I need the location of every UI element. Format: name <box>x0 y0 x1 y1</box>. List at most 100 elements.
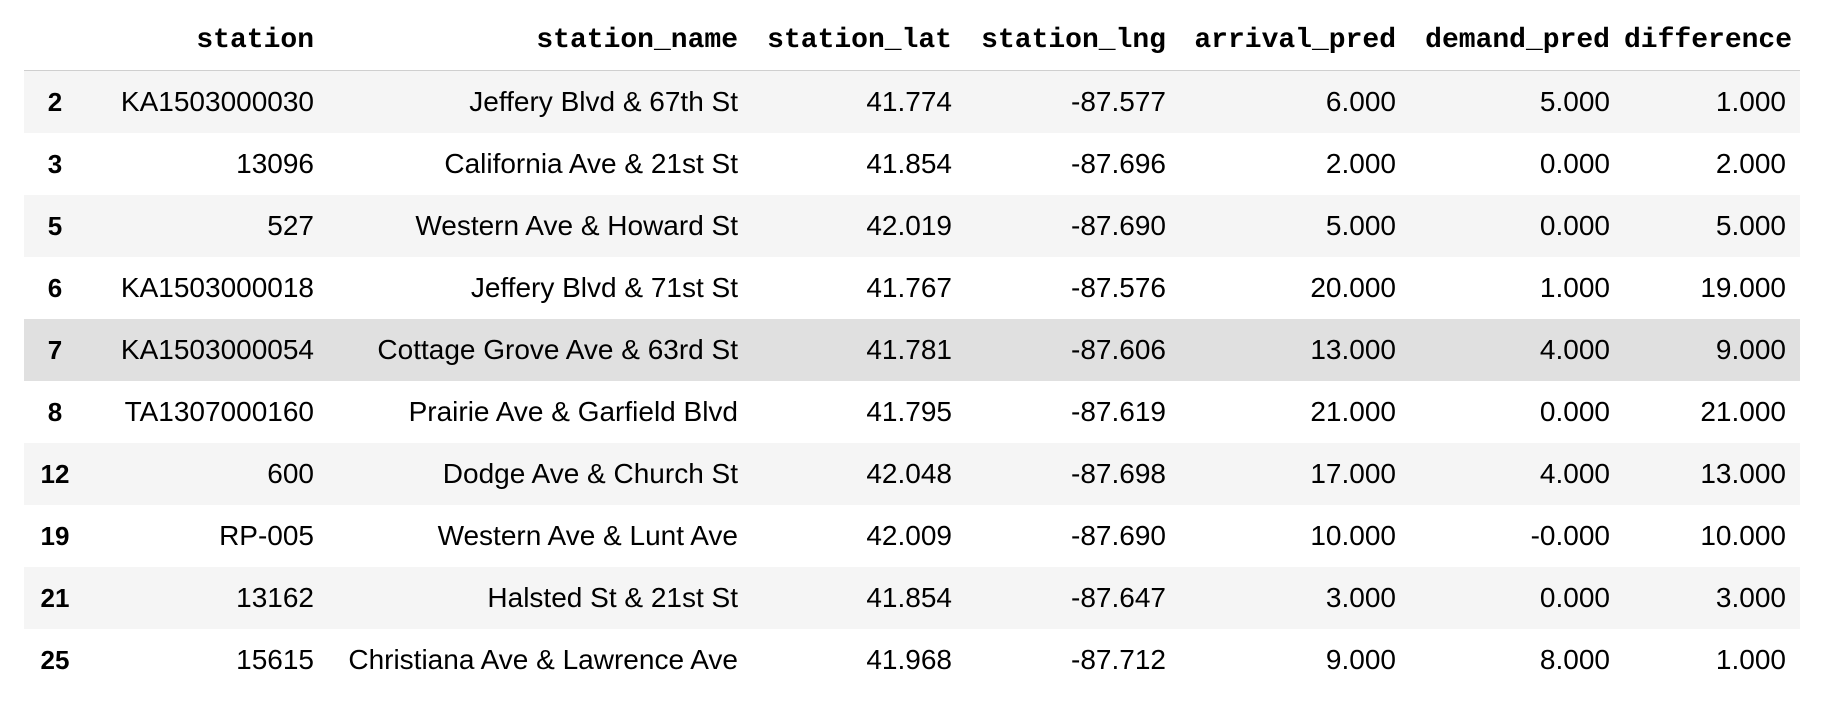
cell-station-lng: -87.712 <box>1071 644 1166 675</box>
cell-station-lng: -87.696 <box>1071 148 1166 179</box>
column-header-station-lat: station_lat <box>752 10 966 71</box>
cell-station: 527 <box>267 210 314 241</box>
row-index: 6 <box>47 272 63 303</box>
cell-station: 13096 <box>236 148 314 179</box>
table-row: 8 TA1307000160 Prairie Ave & Garfield Bl… <box>24 381 1800 443</box>
cell-station-lat: 42.009 <box>866 520 952 551</box>
cell-station: 13162 <box>236 582 314 613</box>
cell-station-lat: 42.019 <box>866 210 952 241</box>
cell-difference: 2.000 <box>1715 148 1786 179</box>
row-index: 7 <box>47 334 63 365</box>
cell-station: KA1503000054 <box>120 334 314 365</box>
header-row: station station_name station_lat station… <box>24 10 1800 71</box>
cell-arrival-pred: 17.000 <box>1310 458 1396 489</box>
cell-arrival-pred: 10.000 <box>1310 520 1396 551</box>
cell-arrival-pred: 5.000 <box>1325 210 1396 241</box>
cell-demand-pred: 4.000 <box>1539 458 1610 489</box>
cell-station-lng: -87.647 <box>1071 582 1166 613</box>
table-row: 21 13162 Halsted St & 21st St 41.854 -87… <box>24 567 1800 629</box>
column-header-arrival-pred: arrival_pred <box>1180 10 1410 71</box>
cell-arrival-pred: 6.000 <box>1325 86 1396 117</box>
cell-difference: 21.000 <box>1700 396 1786 427</box>
dataframe-output: station station_name station_lat station… <box>24 10 1800 691</box>
row-index: 21 <box>40 582 70 613</box>
row-index: 5 <box>47 210 63 241</box>
cell-demand-pred: 0.000 <box>1539 582 1610 613</box>
cell-station: 15615 <box>236 644 314 675</box>
row-index: 19 <box>40 520 70 551</box>
table-row-hovered: 7 KA1503000054 Cottage Grove Ave & 63rd … <box>24 319 1800 381</box>
cell-station-lat: 41.767 <box>866 272 952 303</box>
cell-demand-pred: 0.000 <box>1539 210 1610 241</box>
cell-station-lng: -87.690 <box>1071 210 1166 241</box>
cell-demand-pred: 4.000 <box>1539 334 1610 365</box>
row-index: 12 <box>40 458 70 489</box>
cell-arrival-pred: 13.000 <box>1310 334 1396 365</box>
column-header-station: station <box>86 10 328 71</box>
cell-station-lat: 41.795 <box>866 396 952 427</box>
row-index: 25 <box>40 644 70 675</box>
cell-station: TA1307000160 <box>124 396 314 427</box>
cell-difference: 5.000 <box>1715 210 1786 241</box>
cell-station-name: California Ave & 21st St <box>444 148 738 179</box>
cell-arrival-pred: 21.000 <box>1310 396 1396 427</box>
row-index: 8 <box>47 396 63 427</box>
table-row: 2 KA1503000030 Jeffery Blvd & 67th St 41… <box>24 70 1800 133</box>
cell-demand-pred: 5.000 <box>1539 86 1610 117</box>
cell-difference: 13.000 <box>1700 458 1786 489</box>
cell-station-name: Dodge Ave & Church St <box>442 458 738 489</box>
cell-station-lat: 42.048 <box>866 458 952 489</box>
row-index: 2 <box>47 86 63 117</box>
cell-difference: 19.000 <box>1700 272 1786 303</box>
cell-station-name: Christiana Ave & Lawrence Ave <box>348 644 738 675</box>
index-header <box>24 10 86 71</box>
cell-difference: 9.000 <box>1715 334 1786 365</box>
table-row: 25 15615 Christiana Ave & Lawrence Ave 4… <box>24 629 1800 691</box>
cell-station-name: Western Ave & Howard St <box>415 210 738 241</box>
cell-station-name: Jeffery Blvd & 67th St <box>469 86 738 117</box>
cell-station: 600 <box>267 458 314 489</box>
cell-station-name: Cottage Grove Ave & 63rd St <box>377 334 738 365</box>
cell-station-name: Halsted St & 21st St <box>487 582 738 613</box>
table-row: 12 600 Dodge Ave & Church St 42.048 -87.… <box>24 443 1800 505</box>
cell-station-lat: 41.854 <box>866 582 952 613</box>
cell-difference: 3.000 <box>1715 582 1786 613</box>
column-header-demand-pred: demand_pred <box>1410 10 1624 71</box>
cell-station-lng: -87.698 <box>1071 458 1166 489</box>
column-header-station-lng: station_lng <box>966 10 1180 71</box>
table-row: 3 13096 California Ave & 21st St 41.854 … <box>24 133 1800 195</box>
cell-station: KA1503000030 <box>120 86 314 117</box>
cell-station-lng: -87.619 <box>1071 396 1166 427</box>
cell-station-lat: 41.774 <box>866 86 952 117</box>
column-header-difference: difference <box>1624 10 1800 71</box>
cell-station: KA1503000018 <box>120 272 314 303</box>
cell-arrival-pred: 3.000 <box>1325 582 1396 613</box>
cell-station-lng: -87.606 <box>1071 334 1166 365</box>
cell-demand-pred: 1.000 <box>1539 272 1610 303</box>
cell-difference: 10.000 <box>1700 520 1786 551</box>
table-row: 5 527 Western Ave & Howard St 42.019 -87… <box>24 195 1800 257</box>
cell-arrival-pred: 20.000 <box>1310 272 1396 303</box>
row-index: 3 <box>47 148 63 179</box>
cell-station-name: Jeffery Blvd & 71st St <box>470 272 738 303</box>
cell-station-name: Prairie Ave & Garfield Blvd <box>408 396 738 427</box>
cell-demand-pred: -0.000 <box>1530 520 1610 551</box>
cell-station-lng: -87.576 <box>1071 272 1166 303</box>
cell-difference: 1.000 <box>1715 86 1786 117</box>
dataframe-table: station station_name station_lat station… <box>24 10 1800 691</box>
cell-station-lat: 41.854 <box>866 148 952 179</box>
cell-station: RP-005 <box>219 520 314 551</box>
cell-station-lng: -87.577 <box>1071 86 1166 117</box>
cell-arrival-pred: 9.000 <box>1325 644 1396 675</box>
cell-arrival-pred: 2.000 <box>1325 148 1396 179</box>
cell-demand-pred: 8.000 <box>1539 644 1610 675</box>
cell-difference: 1.000 <box>1715 644 1786 675</box>
cell-station-lat: 41.968 <box>866 644 952 675</box>
cell-station-lng: -87.690 <box>1071 520 1166 551</box>
cell-demand-pred: 0.000 <box>1539 148 1610 179</box>
table-row: 19 RP-005 Western Ave & Lunt Ave 42.009 … <box>24 505 1800 567</box>
cell-station-name: Western Ave & Lunt Ave <box>437 520 738 551</box>
column-header-station-name: station_name <box>328 10 752 71</box>
cell-station-lat: 41.781 <box>866 334 952 365</box>
table-row: 6 KA1503000018 Jeffery Blvd & 71st St 41… <box>24 257 1800 319</box>
